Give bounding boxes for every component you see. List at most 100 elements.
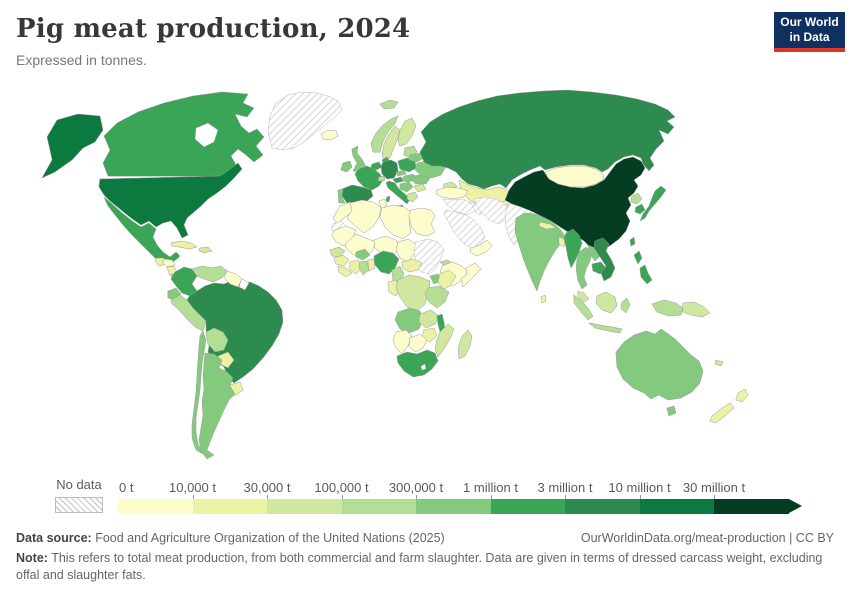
country-sardinia[interactable] [385, 195, 391, 203]
country-argentina[interactable] [198, 352, 236, 460]
country-egypt[interactable] [408, 207, 436, 237]
country-java[interactable] [588, 322, 623, 334]
country-ghana[interactable] [358, 260, 370, 276]
legend-bin[interactable]: 300,000 t [389, 480, 491, 514]
country-new-zealand-south[interactable] [709, 402, 735, 424]
country-philippines-south[interactable] [639, 264, 653, 285]
country-bulgaria[interactable] [413, 183, 427, 193]
country-portugal[interactable] [337, 188, 346, 204]
country-peru[interactable] [170, 294, 207, 332]
country-sumatra[interactable] [573, 294, 594, 321]
country-papua-new-guinea[interactable] [682, 301, 711, 318]
country-norway[interactable] [370, 115, 399, 153]
legend-bin[interactable]: 30 million t [683, 480, 789, 514]
country-vietnam[interactable] [593, 237, 616, 282]
country-spain[interactable] [341, 184, 374, 206]
country-mozambique[interactable] [434, 323, 455, 358]
country-belarus[interactable] [408, 152, 425, 163]
country-somalia[interactable] [460, 262, 482, 288]
country-niger[interactable] [373, 235, 401, 257]
country-mali[interactable] [345, 233, 377, 259]
country-nepal[interactable] [538, 221, 557, 230]
country-india[interactable] [514, 212, 566, 292]
country-new-caledonia[interactable] [714, 359, 724, 367]
country-benelux[interactable] [370, 161, 383, 171]
country-myanmar[interactable] [563, 228, 583, 269]
country-finland[interactable] [397, 117, 417, 147]
country-libya[interactable] [379, 204, 412, 240]
legend-bin[interactable]: 3 million t [538, 480, 640, 514]
country-syria-iraq[interactable] [442, 198, 476, 216]
legend-bin[interactable]: 10 million t [608, 480, 714, 514]
footer-link[interactable]: OurWorldinData.org/meat-production | CC … [580, 531, 834, 545]
country-colombia[interactable] [170, 266, 198, 297]
country-greenland[interactable] [267, 91, 343, 151]
country-chad[interactable] [395, 238, 417, 263]
legend-no-data[interactable]: No data [55, 477, 103, 513]
country-turkey[interactable] [435, 186, 469, 200]
country-saudi-arabia[interactable] [443, 209, 486, 249]
country-chile[interactable] [191, 330, 207, 455]
country-namibia[interactable] [392, 329, 413, 355]
country-drc[interactable] [395, 274, 431, 312]
legend-bin[interactable]: 30,000 t [244, 480, 342, 514]
country-sierra-leone-liberia[interactable] [337, 265, 353, 278]
legend-no-data-swatch[interactable] [55, 497, 103, 513]
country-sri-lanka[interactable] [540, 294, 547, 304]
country-ireland[interactable] [340, 160, 353, 173]
country-bangladesh[interactable] [558, 236, 566, 248]
country-philippines-north[interactable] [633, 250, 643, 265]
country-kenya[interactable] [437, 269, 457, 291]
country-iceland[interactable] [320, 129, 339, 141]
country-guinea[interactable] [333, 254, 350, 267]
country-nigeria[interactable] [373, 250, 400, 275]
country-tasmania[interactable] [666, 405, 677, 417]
country-hispaniola[interactable] [198, 246, 213, 254]
country-bolivia[interactable] [205, 327, 229, 353]
country-west-papua[interactable] [651, 299, 684, 317]
country-guatemala[interactable] [154, 257, 167, 267]
country-south-africa[interactable] [396, 349, 439, 378]
country-algeria[interactable] [346, 199, 382, 234]
country-angola[interactable] [394, 307, 424, 334]
country-borneo[interactable] [595, 291, 618, 314]
country-north-korea[interactable] [630, 192, 643, 205]
country-australia[interactable] [615, 328, 704, 401]
country-france[interactable] [354, 165, 384, 191]
country-balkans[interactable] [399, 181, 414, 193]
country-sulawesi[interactable] [620, 297, 631, 314]
country-zambia[interactable] [418, 309, 440, 329]
country-ivory-coast[interactable] [349, 259, 363, 275]
country-honduras[interactable] [162, 258, 176, 268]
country-tanzania[interactable] [424, 285, 450, 309]
legend-bin[interactable]: 0 t [118, 480, 193, 514]
country-mongolia[interactable] [544, 165, 605, 188]
country-lesotho[interactable] [420, 363, 427, 371]
country-alaska[interactable] [41, 113, 104, 179]
country-switzerland[interactable] [377, 175, 386, 182]
country-czechia[interactable] [395, 169, 407, 177]
country-svalbard[interactable] [379, 99, 399, 110]
legend-bin[interactable]: 100,000 t [314, 480, 416, 514]
country-central-african-republic[interactable] [401, 258, 423, 273]
country-yemen-oman[interactable] [469, 239, 493, 257]
country-japan[interactable] [639, 185, 667, 222]
country-greece[interactable] [406, 191, 419, 203]
country-togo-benin[interactable] [367, 258, 376, 272]
country-germany[interactable] [380, 159, 399, 180]
country-taiwan[interactable] [629, 236, 636, 247]
country-mexico[interactable] [103, 196, 181, 264]
country-malaysia[interactable] [577, 290, 590, 303]
country-senegal[interactable] [329, 246, 346, 258]
country-south-korea[interactable] [634, 203, 646, 215]
country-italy[interactable] [385, 180, 411, 205]
country-french-guiana[interactable] [238, 278, 250, 291]
country-venezuela[interactable] [191, 265, 228, 283]
owid-logo[interactable]: Our World in Data [774, 12, 845, 52]
country-usa[interactable] [98, 162, 243, 239]
legend-bin[interactable]: 1 million t [463, 480, 565, 514]
country-guianas[interactable] [223, 270, 243, 288]
country-cuba[interactable] [170, 240, 198, 250]
legend-bin[interactable]: 10,000 t [169, 480, 267, 514]
country-madagascar[interactable] [457, 329, 473, 360]
